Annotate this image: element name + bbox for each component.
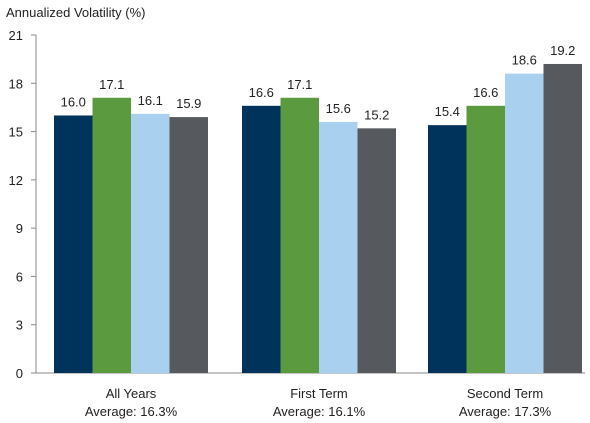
y-tick-label: 6 — [16, 269, 23, 284]
data-label: 17.1 — [99, 77, 124, 92]
category-average-label: Average: 16.1% — [273, 404, 366, 419]
bar — [92, 97, 131, 374]
data-label: 17.1 — [287, 77, 312, 92]
y-axis-title: Annualized Volatility (%) — [6, 5, 146, 20]
y-tick-label: 9 — [16, 221, 23, 236]
data-label: 15.6 — [326, 101, 351, 116]
data-labels-group: 16.0 17.1 16.1 15.9 16.6 17.1 15.6 15.2 15.4 16.6… — [61, 43, 576, 122]
y-tick-label: 15 — [9, 125, 23, 140]
data-label: 15.9 — [176, 96, 201, 111]
y-tick-label: 18 — [9, 76, 23, 91]
category-label: First Term — [290, 386, 348, 401]
data-label: 15.4 — [435, 104, 460, 119]
x-axis: All Years Average: 16.3% First Term Average… — [85, 386, 552, 419]
y-tick-label: 0 — [16, 366, 23, 381]
bar — [54, 115, 93, 373]
category-label: All Years — [106, 386, 157, 401]
bar — [131, 113, 170, 373]
data-label: 16.0 — [61, 94, 86, 109]
category-average-label: Average: 16.3% — [85, 404, 178, 419]
data-label: 19.2 — [550, 43, 575, 58]
data-label: 18.6 — [512, 53, 537, 68]
bar — [357, 128, 396, 373]
data-label: 16.6 — [473, 85, 498, 100]
y-tick-label: 12 — [9, 173, 23, 188]
bar — [505, 73, 544, 373]
bar — [242, 105, 281, 374]
y-tick-label: 3 — [16, 318, 23, 333]
category-label: Second Term — [467, 386, 543, 401]
bar — [280, 97, 319, 374]
data-label: 16.6 — [249, 85, 274, 100]
y-tick-label: 21 — [9, 28, 23, 43]
bar — [319, 121, 358, 374]
category-average-label: Average: 17.3% — [459, 404, 552, 419]
data-label: 16.1 — [138, 93, 163, 108]
bar — [428, 125, 467, 373]
bar — [466, 105, 505, 374]
bar — [543, 63, 582, 373]
bars-group — [54, 63, 582, 374]
data-label: 15.2 — [364, 107, 389, 122]
bar — [169, 117, 208, 373]
